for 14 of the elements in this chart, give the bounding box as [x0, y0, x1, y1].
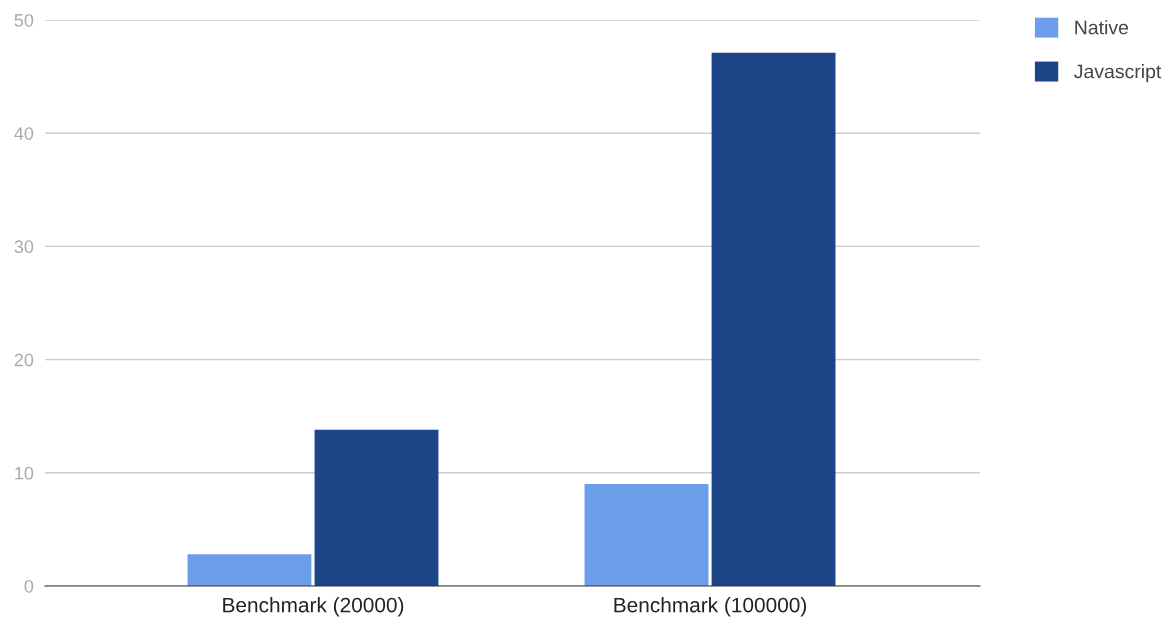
y-tick-label: 20	[14, 353, 34, 367]
y-tick-label: 0	[24, 579, 34, 593]
y-tick-label: 40	[14, 127, 34, 140]
y-tick-label: 10	[15, 466, 34, 480]
bar	[314, 429, 439, 586]
x-tick-label: Benchmark (100000)	[614, 597, 807, 617]
x-tick-label: Benchmark (20000)	[223, 597, 404, 617]
y-tick-label: 50	[14, 13, 34, 27]
y-tick-label: 30	[14, 240, 34, 254]
bar	[584, 484, 709, 586]
legend-label: Javascript	[1074, 64, 1162, 83]
bar	[711, 52, 836, 586]
legend-label: Native	[1075, 20, 1129, 35]
bar	[187, 554, 312, 586]
